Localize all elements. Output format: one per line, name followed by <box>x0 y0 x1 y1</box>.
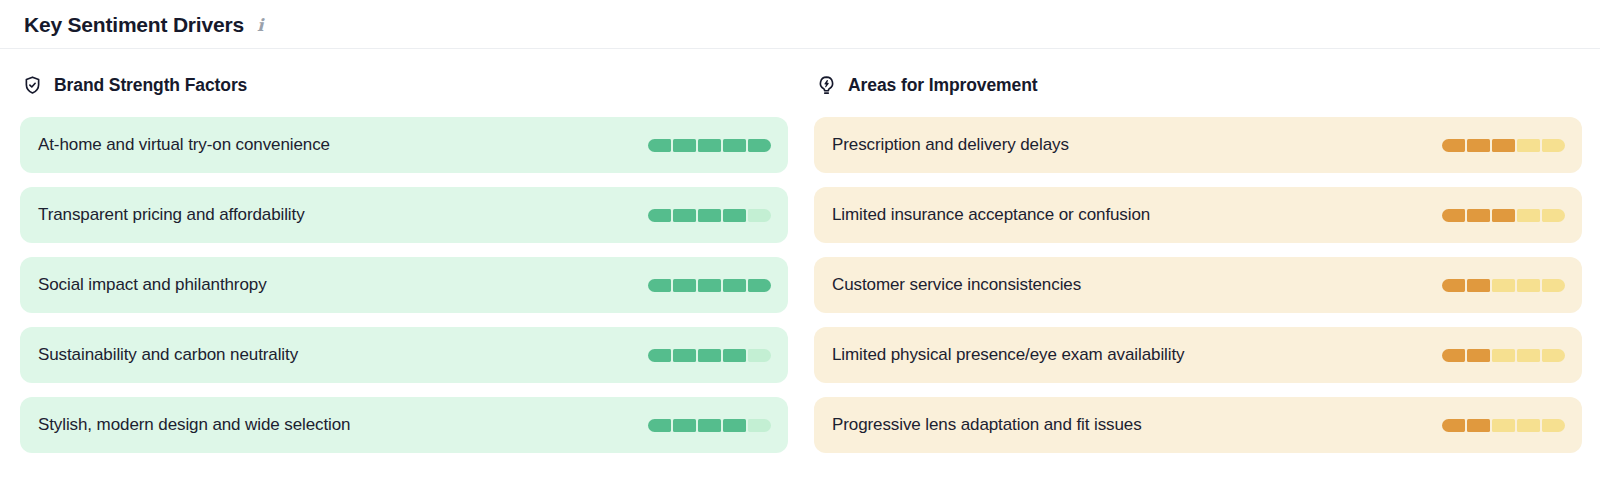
list-item: Customer service inconsistencies <box>814 257 1582 313</box>
column-header: Areas for Improvement <box>816 75 1582 96</box>
score-segment <box>698 139 721 152</box>
score-segment <box>673 209 696 222</box>
score-segment <box>1442 279 1465 292</box>
score-segment <box>1517 209 1540 222</box>
panel-header: Key Sentiment Drivers i <box>0 0 1600 49</box>
list-item: Progressive lens adaptation and fit issu… <box>814 397 1582 453</box>
score-segment <box>723 209 746 222</box>
score-segment <box>1517 139 1540 152</box>
score-segment <box>1467 209 1490 222</box>
score-segment <box>1517 279 1540 292</box>
score-segment <box>648 349 671 362</box>
item-label: Sustainability and carbon neutrality <box>38 345 298 365</box>
item-label: Transparent pricing and affordability <box>38 205 305 225</box>
item-label: Limited physical presence/eye exam avail… <box>832 345 1184 365</box>
score-segment <box>1467 419 1490 432</box>
sentiment-columns: Brand Strength Factors At-home and virtu… <box>0 49 1600 467</box>
improvement-list: Prescription and delivery delays Limited … <box>814 117 1582 453</box>
list-item: Transparent pricing and affordability <box>20 187 788 243</box>
score-segment <box>1442 419 1465 432</box>
score-bar <box>1442 279 1565 292</box>
score-segment <box>723 349 746 362</box>
item-label: Progressive lens adaptation and fit issu… <box>832 415 1142 435</box>
score-segment <box>723 279 746 292</box>
score-segment <box>1517 419 1540 432</box>
score-segment <box>648 139 671 152</box>
score-segment <box>698 279 721 292</box>
score-segment <box>673 279 696 292</box>
score-segment <box>748 349 771 362</box>
score-segment <box>748 209 771 222</box>
score-segment <box>1442 139 1465 152</box>
score-bar <box>1442 139 1565 152</box>
list-item: Limited insurance acceptance or confusio… <box>814 187 1582 243</box>
score-segment <box>723 419 746 432</box>
score-segment <box>673 349 696 362</box>
column-title: Brand Strength Factors <box>54 75 247 96</box>
score-segment <box>1467 349 1490 362</box>
score-segment <box>648 419 671 432</box>
score-bar <box>1442 349 1565 362</box>
list-item: Limited physical presence/eye exam avail… <box>814 327 1582 383</box>
score-bar <box>648 279 771 292</box>
list-item: Stylish, modern design and wide selectio… <box>20 397 788 453</box>
score-segment <box>1492 209 1515 222</box>
score-bar <box>648 349 771 362</box>
score-segment <box>1492 419 1515 432</box>
score-segment <box>723 139 746 152</box>
score-segment <box>1542 419 1565 432</box>
score-segment <box>1492 139 1515 152</box>
score-segment <box>1492 349 1515 362</box>
score-segment <box>673 139 696 152</box>
page-title: Key Sentiment Drivers <box>24 13 244 37</box>
lightbulb-bolt-icon <box>816 75 837 96</box>
score-segment <box>1467 279 1490 292</box>
score-bar <box>648 419 771 432</box>
score-segment <box>1442 349 1465 362</box>
score-segment <box>1542 209 1565 222</box>
column-header: Brand Strength Factors <box>22 75 788 96</box>
shield-check-icon <box>22 75 43 96</box>
score-segment <box>1492 279 1515 292</box>
score-segment <box>748 279 771 292</box>
score-segment <box>1542 279 1565 292</box>
info-icon[interactable]: i <box>257 17 263 34</box>
score-segment <box>1467 139 1490 152</box>
column-brand-strength-factors: Brand Strength Factors At-home and virtu… <box>20 75 788 467</box>
score-segment <box>698 209 721 222</box>
column-areas-for-improvement: Areas for Improvement Prescription and d… <box>814 75 1582 467</box>
score-segment <box>673 419 696 432</box>
item-label: Prescription and delivery delays <box>832 135 1069 155</box>
score-segment <box>698 349 721 362</box>
score-segment <box>748 139 771 152</box>
item-label: Social impact and philanthropy <box>38 275 267 295</box>
list-item: Prescription and delivery delays <box>814 117 1582 173</box>
list-item: Sustainability and carbon neutrality <box>20 327 788 383</box>
item-label: Customer service inconsistencies <box>832 275 1081 295</box>
score-segment <box>698 419 721 432</box>
score-bar <box>648 139 771 152</box>
score-segment <box>1517 349 1540 362</box>
score-bar <box>648 209 771 222</box>
strength-list: At-home and virtual try-on convenience Tr… <box>20 117 788 453</box>
score-segment <box>648 279 671 292</box>
item-label: Stylish, modern design and wide selectio… <box>38 415 350 435</box>
score-bar <box>1442 209 1565 222</box>
item-label: At-home and virtual try-on convenience <box>38 135 330 155</box>
column-title: Areas for Improvement <box>848 75 1038 96</box>
score-segment <box>1542 349 1565 362</box>
score-segment <box>748 419 771 432</box>
score-segment <box>1442 209 1465 222</box>
score-segment <box>648 209 671 222</box>
list-item: At-home and virtual try-on convenience <box>20 117 788 173</box>
list-item: Social impact and philanthropy <box>20 257 788 313</box>
item-label: Limited insurance acceptance or confusio… <box>832 205 1150 225</box>
score-bar <box>1442 419 1565 432</box>
score-segment <box>1542 139 1565 152</box>
